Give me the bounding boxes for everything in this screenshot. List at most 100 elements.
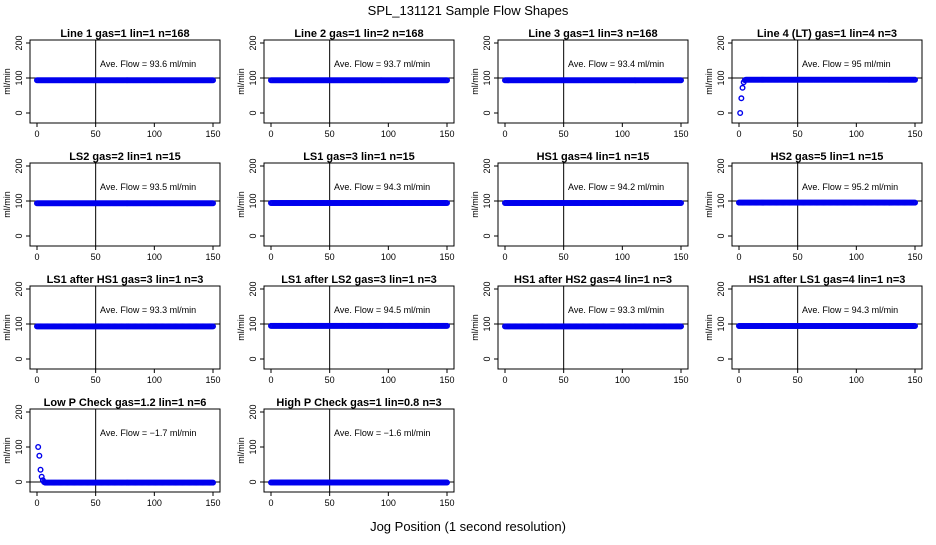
y-tick-label: 200 [14, 35, 24, 50]
average-flow-annotation: Ave. Flow = 94.2 ml/min [568, 182, 664, 192]
data-point [444, 479, 451, 486]
y-axis-label: ml/min [236, 437, 246, 464]
panel-5: LS2 gas=2 lin=1 n=15 ml/min 0 100 200 0 50 100 1… [2, 151, 221, 262]
plot-frame [29, 162, 221, 247]
plot-frame [497, 39, 689, 124]
y-tick-label: 0 [14, 233, 24, 238]
y-tick-label: 0 [716, 110, 726, 115]
x-tick-label: 0 [502, 252, 507, 262]
x-tick-label: 50 [325, 375, 335, 385]
data-points [737, 76, 919, 116]
x-tick-label: 50 [91, 375, 101, 385]
plot-frame [29, 408, 221, 493]
y-tick-label: 0 [14, 110, 24, 115]
data-point [209, 200, 216, 207]
panel-title: HS2 gas=5 lin=1 n=15 [771, 151, 884, 163]
y-tick-label: 200 [248, 404, 258, 419]
y-axis-label: ml/min [236, 68, 246, 95]
average-flow-annotation: Ave. Flow = 94.3 ml/min [802, 305, 898, 315]
panel-title: Line 2 gas=1 lin=2 n=168 [294, 28, 423, 40]
data-point [739, 84, 746, 91]
y-tick-label: 200 [14, 281, 24, 296]
average-flow-annotation: Ave. Flow = 93.4 ml/min [568, 59, 664, 69]
x-tick-label: 50 [91, 252, 101, 262]
panel-title: HS1 gas=4 lin=1 n=15 [537, 151, 650, 163]
x-tick-label: 100 [147, 129, 162, 139]
data-points [34, 323, 216, 330]
panel-title: Line 1 gas=1 lin=1 n=168 [60, 28, 189, 40]
x-tick-label: 100 [381, 498, 396, 508]
y-tick-label: 100 [716, 70, 726, 85]
average-flow-annotation: Ave. Flow = 95.2 ml/min [802, 182, 898, 192]
x-tick-label: 150 [673, 252, 688, 262]
panel-13: Low P Check gas=1.2 lin=1 n=6 ml/min 0 100 2… [2, 397, 221, 508]
data-points [268, 199, 451, 206]
x-tick-label: 50 [325, 252, 335, 262]
x-tick-label: 0 [268, 498, 273, 508]
plot-frame [731, 162, 923, 247]
x-tick-label: 0 [268, 129, 273, 139]
x-tick-label: 150 [907, 252, 922, 262]
panel-title: LS1 gas=3 lin=1 n=15 [303, 151, 415, 163]
data-points [268, 479, 451, 486]
plot-frame [263, 285, 455, 370]
x-tick-label: 0 [34, 375, 39, 385]
y-axis-label: ml/min [236, 314, 246, 341]
y-tick-label: 200 [716, 158, 726, 173]
y-tick-label: 100 [14, 70, 24, 85]
panel-title: Line 4 (LT) gas=1 lin=4 n=3 [757, 28, 897, 40]
y-tick-label: 200 [482, 158, 492, 173]
data-points [736, 322, 919, 329]
data-point [678, 200, 685, 207]
y-tick-label: 100 [248, 70, 258, 85]
data-point [37, 466, 44, 473]
y-tick-label: 200 [14, 404, 24, 419]
x-tick-label: 0 [34, 498, 39, 508]
y-tick-label: 100 [248, 316, 258, 331]
x-tick-label: 50 [793, 375, 803, 385]
y-tick-label: 0 [482, 110, 492, 115]
y-tick-label: 200 [248, 35, 258, 50]
y-tick-label: 200 [716, 281, 726, 296]
data-point [36, 452, 43, 459]
x-tick-label: 0 [502, 375, 507, 385]
plot-frame [29, 39, 221, 124]
panel-title: HS1 after LS1 gas=4 lin=1 n=3 [749, 274, 906, 286]
y-axis-label: ml/min [470, 191, 480, 218]
data-point [678, 323, 685, 330]
data-point [678, 77, 685, 84]
panel-7: HS1 gas=4 lin=1 n=15 ml/min 0 100 200 0 50 100 1… [470, 151, 689, 262]
data-point [912, 199, 919, 206]
data-points [736, 199, 919, 206]
average-flow-annotation: Ave. Flow = 93.3 ml/min [568, 305, 664, 315]
x-tick-label: 50 [325, 498, 335, 508]
x-tick-label: 150 [673, 129, 688, 139]
y-tick-label: 100 [248, 193, 258, 208]
data-points [34, 200, 216, 207]
average-flow-annotation: Ave. Flow = 93.7 ml/min [334, 59, 430, 69]
average-flow-annotation: Ave. Flow = 94.5 ml/min [334, 305, 430, 315]
x-tick-label: 150 [907, 375, 922, 385]
y-tick-label: 100 [482, 70, 492, 85]
y-axis-label: ml/min [2, 68, 12, 95]
plot-frame [263, 408, 455, 493]
y-tick-label: 0 [248, 356, 258, 361]
plot-frame [497, 285, 689, 370]
average-flow-annotation: Ave. Flow = 93.3 ml/min [100, 305, 196, 315]
data-point [209, 77, 216, 84]
x-tick-label: 100 [147, 252, 162, 262]
x-tick-label: 0 [736, 252, 741, 262]
x-tick-label: 150 [439, 498, 454, 508]
average-flow-annotation: Ave. Flow = 93.5 ml/min [100, 182, 196, 192]
data-points [34, 77, 216, 84]
x-tick-label: 100 [615, 252, 630, 262]
y-tick-label: 0 [14, 356, 24, 361]
y-tick-label: 200 [482, 281, 492, 296]
x-tick-label: 0 [736, 129, 741, 139]
x-tick-label: 50 [91, 129, 101, 139]
x-tick-label: 100 [615, 129, 630, 139]
x-tick-label: 100 [849, 129, 864, 139]
y-axis-label: ml/min [470, 314, 480, 341]
x-tick-label: 100 [615, 375, 630, 385]
